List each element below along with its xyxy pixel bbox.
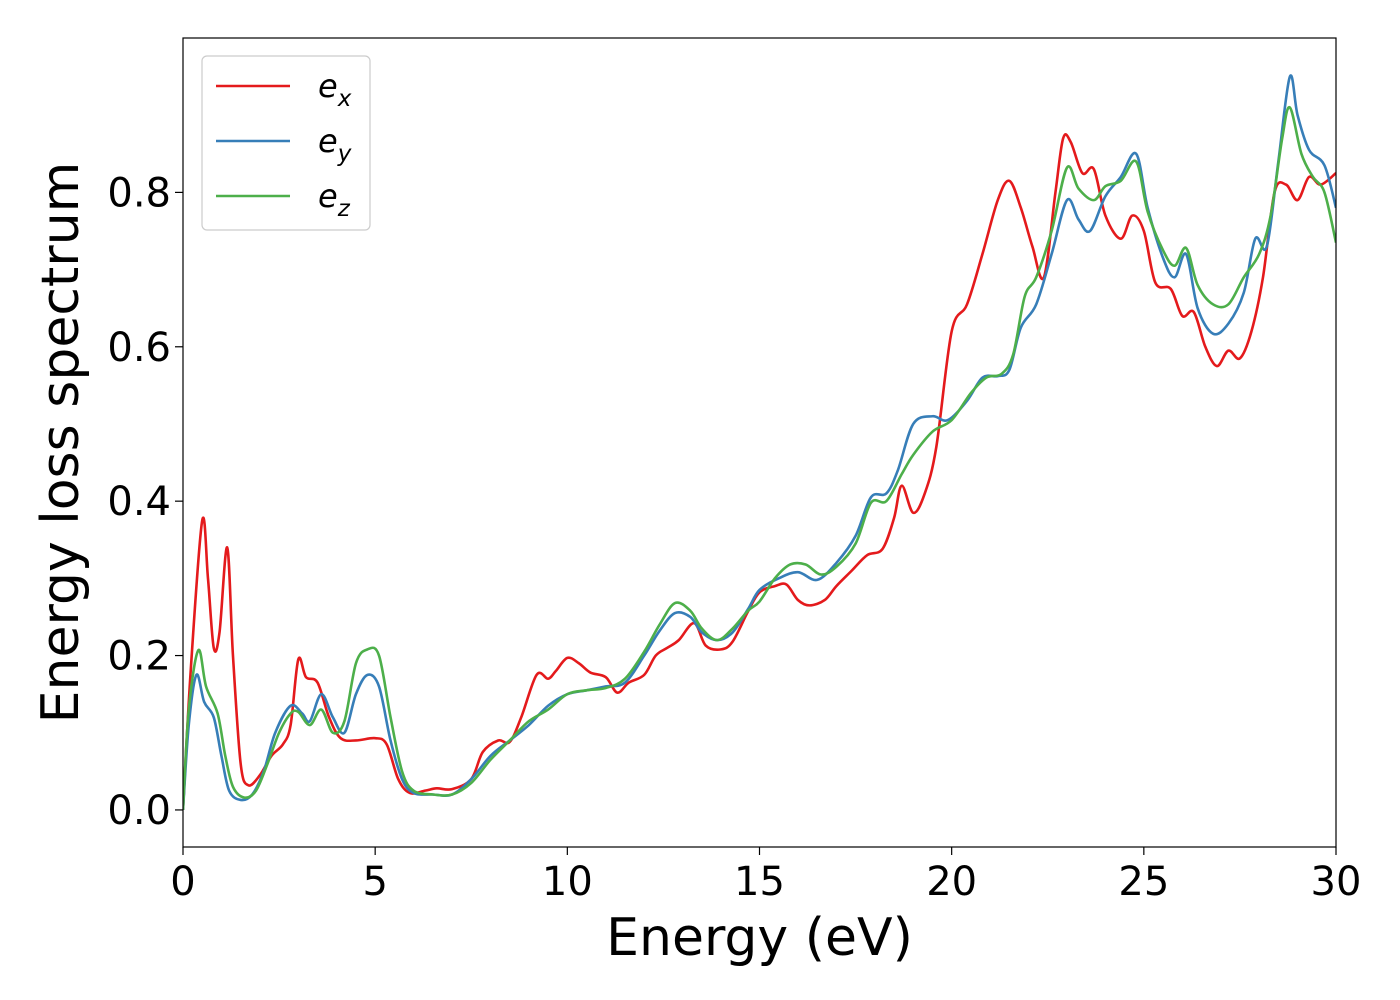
y-tick-label: 0.4 <box>107 479 171 525</box>
y-axis-title: Energy loss spectrum <box>31 162 91 724</box>
x-tick-label: 15 <box>734 859 785 905</box>
x-tick-label: 25 <box>1118 859 1169 905</box>
x-axis-title: Energy (eV) <box>606 908 913 968</box>
y-tick-label: 0.8 <box>107 170 171 216</box>
x-axis-ticks: 0 5 10 15 20 25 30 <box>170 847 1361 905</box>
legend-label-ey: ey <box>318 122 352 167</box>
series-line-ez <box>183 106 1336 811</box>
x-tick-label: 10 <box>542 859 593 905</box>
x-tick-label: 20 <box>926 859 977 905</box>
series-lines <box>183 74 1336 811</box>
legend-box <box>201 55 371 231</box>
series-line-ex <box>183 133 1336 811</box>
legend-label-ex: ex <box>318 67 352 112</box>
y-tick-label: 0.6 <box>107 325 171 371</box>
x-tick-label: 30 <box>1311 859 1362 905</box>
y-tick-label: 0.2 <box>107 634 171 680</box>
x-tick-label: 0 <box>170 859 195 905</box>
x-tick-label: 5 <box>362 859 387 905</box>
y-axis-ticks: 0.0 0.2 0.4 0.6 0.8 <box>107 170 183 834</box>
y-tick-label: 0.0 <box>107 788 171 834</box>
